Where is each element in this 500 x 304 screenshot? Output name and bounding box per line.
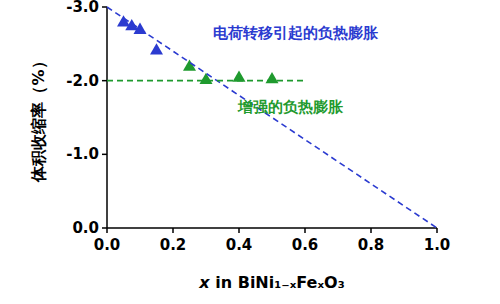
x-tick [436, 228, 438, 233]
x-tick [172, 228, 174, 233]
x-tick [304, 228, 306, 233]
x-label-italic: x [198, 273, 210, 292]
data-point [150, 43, 163, 54]
x-tick-label: 1.0 [424, 236, 451, 254]
x-axis [107, 227, 437, 229]
x-tick-label: 0.0 [94, 236, 121, 254]
chart: 0.0 -1.0 -2.0 -3.0 0.0 0.2 0.4 0.6 0.8 1.0 x in Bi… [0, 0, 500, 304]
trend-line [107, 7, 437, 228]
x-tick-label: 0.8 [358, 236, 385, 254]
y-tick [102, 80, 107, 82]
y-tick-label: -1.0 [66, 145, 99, 163]
y-tick [102, 154, 107, 156]
y-axis-label: 体积收缩率（%） [29, 53, 48, 182]
line-annotation: 增强的负热膨胀 [237, 98, 344, 116]
x-tick [238, 228, 240, 233]
x-label-rest: in BiNi₁₋ₓFeₓO₃ [210, 273, 345, 292]
x-tick-label: 0.4 [226, 236, 253, 254]
x-axis-label: x in BiNi₁₋ₓFeₓO₃ [198, 273, 344, 292]
line-annotation: 电荷转移引起的负热膨胀 [213, 24, 379, 42]
x-tick [106, 228, 108, 233]
y-axis [106, 7, 108, 228]
x-tick-label: 0.2 [160, 236, 187, 254]
x-tick [370, 228, 372, 233]
y-tick-label: -3.0 [66, 0, 99, 16]
data-point [266, 72, 279, 83]
data-point [200, 73, 213, 84]
y-tick-label: 0.0 [72, 219, 99, 237]
plot-area [107, 7, 437, 228]
y-tick-label: -2.0 [66, 72, 99, 90]
trend-line [107, 80, 305, 82]
x-tick-label: 0.6 [292, 236, 319, 254]
y-tick [102, 6, 107, 8]
